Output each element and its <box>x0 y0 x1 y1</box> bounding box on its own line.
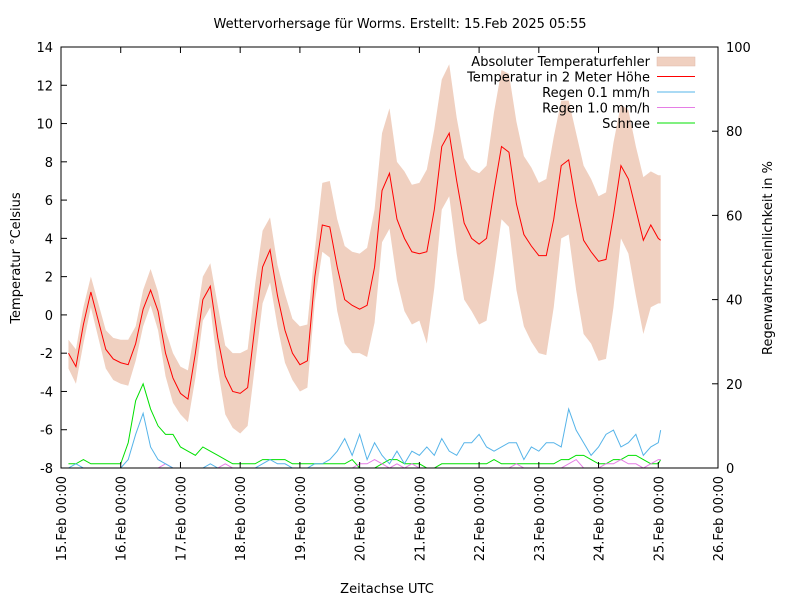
x-tick-label: 26.Feb 00:00 <box>712 476 727 561</box>
x-axis-label: Zeitachse UTC <box>340 582 434 597</box>
x-tick-label: 20.Feb 00:00 <box>354 476 369 561</box>
x-tick-label: 17.Feb 00:00 <box>174 476 189 561</box>
series-line-regen-1-0-mm-h <box>68 458 661 469</box>
series-line-regen-0-1-mm-h <box>68 407 662 469</box>
y-axis-label: Temperatur °Celsius <box>9 192 24 325</box>
temperature-error-band <box>68 64 661 434</box>
x-tick-label: 18.Feb 00:00 <box>234 476 249 561</box>
x-tick-label: 15.Feb 00:00 <box>55 476 70 561</box>
x-tick-label: 25.Feb 00:00 <box>652 476 667 561</box>
x-tick-label: 21.Feb 00:00 <box>413 476 428 561</box>
y-tick-label: -6 <box>40 424 53 439</box>
y2-tick-label: 100 <box>726 41 751 56</box>
y-tick-label: 10 <box>36 118 53 133</box>
legend-label: Temperatur in 2 Meter Höhe <box>466 71 650 86</box>
x-axis: 15.Feb 00:00 16.Feb 00:00 17.Feb 00:00 18.F… <box>55 47 727 561</box>
x-tick-label: 23.Feb 00:00 <box>533 476 548 561</box>
y-tick-label: -2 <box>40 347 53 362</box>
y-tick-label: 0 <box>45 309 53 324</box>
y2-tick-label: 80 <box>726 125 743 140</box>
y-tick-label: -4 <box>40 385 53 400</box>
y-tick-label: 6 <box>45 194 53 209</box>
series-line-temperatur-in-2-meter-h-he <box>68 131 661 401</box>
y2-tick-label: 20 <box>726 378 743 393</box>
legend-label: Regen 1.0 mm/h <box>542 102 650 117</box>
legend-label: Regen 0.1 mm/h <box>542 86 650 101</box>
y-tick-label: 14 <box>36 41 53 56</box>
chart-title: Wettervorhersage für Worms. Erstellt: 15… <box>213 17 586 32</box>
legend-label: Absoluter Temperaturfehler <box>471 55 650 70</box>
y-tick-label: 8 <box>45 156 53 171</box>
y-tick-label: -8 <box>40 462 53 477</box>
plot-border <box>60 46 719 469</box>
x-tick-label: 24.Feb 00:00 <box>593 476 608 561</box>
series-line-schnee <box>68 382 662 469</box>
legend-swatch <box>656 56 696 67</box>
y-axis-right: 0 20 40 60 80 100 <box>712 41 751 477</box>
y-tick-label: 2 <box>45 271 53 286</box>
legend-label: Schnee <box>602 117 650 132</box>
y-tick-label: 4 <box>45 232 53 247</box>
y2-tick-label: 40 <box>726 294 743 309</box>
y2-axis-label: Regenwahrscheinlichkeit in % <box>761 161 776 355</box>
y2-tick-label: 60 <box>726 209 743 224</box>
temperature-error-band-layer <box>68 64 661 434</box>
x-tick-label: 16.Feb 00:00 <box>115 476 130 561</box>
y-tick-label: 12 <box>36 79 53 94</box>
y2-tick-label: 0 <box>726 462 734 477</box>
y-axis-left: -8 -6 -4 -2 0 2 4 6 8 10 12 14 <box>36 41 67 477</box>
x-tick-label: 19.Feb 00:00 <box>294 476 309 561</box>
x-tick-label: 22.Feb 00:00 <box>473 476 488 561</box>
